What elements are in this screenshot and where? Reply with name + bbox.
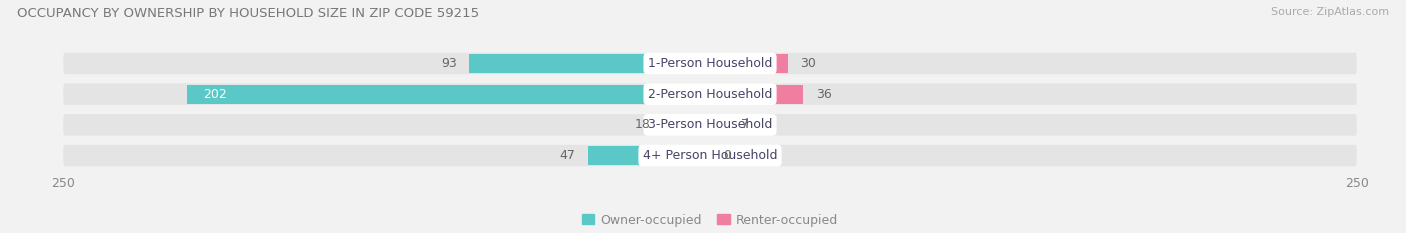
Legend: Owner-occupied, Renter-occupied: Owner-occupied, Renter-occupied <box>576 209 844 232</box>
FancyBboxPatch shape <box>63 53 1357 74</box>
Text: 30: 30 <box>800 57 817 70</box>
Bar <box>710 115 728 134</box>
Text: Source: ZipAtlas.com: Source: ZipAtlas.com <box>1271 7 1389 17</box>
Text: 7: 7 <box>741 118 749 131</box>
Bar <box>470 54 710 73</box>
Bar <box>589 146 710 165</box>
Text: 93: 93 <box>440 57 457 70</box>
Text: 4+ Person Household: 4+ Person Household <box>643 149 778 162</box>
Bar <box>710 54 787 73</box>
Text: 36: 36 <box>815 88 832 101</box>
Text: 3-Person Household: 3-Person Household <box>648 118 772 131</box>
Text: 2-Person Household: 2-Person Household <box>648 88 772 101</box>
Text: 0: 0 <box>723 149 731 162</box>
Bar <box>710 85 803 104</box>
FancyBboxPatch shape <box>63 114 1357 136</box>
Bar <box>664 115 710 134</box>
Text: 202: 202 <box>202 88 226 101</box>
FancyBboxPatch shape <box>63 83 1357 105</box>
Text: OCCUPANCY BY OWNERSHIP BY HOUSEHOLD SIZE IN ZIP CODE 59215: OCCUPANCY BY OWNERSHIP BY HOUSEHOLD SIZE… <box>17 7 479 20</box>
Text: 47: 47 <box>560 149 575 162</box>
Text: 1-Person Household: 1-Person Household <box>648 57 772 70</box>
FancyBboxPatch shape <box>63 145 1357 166</box>
Bar <box>187 85 710 104</box>
Text: 18: 18 <box>634 118 651 131</box>
